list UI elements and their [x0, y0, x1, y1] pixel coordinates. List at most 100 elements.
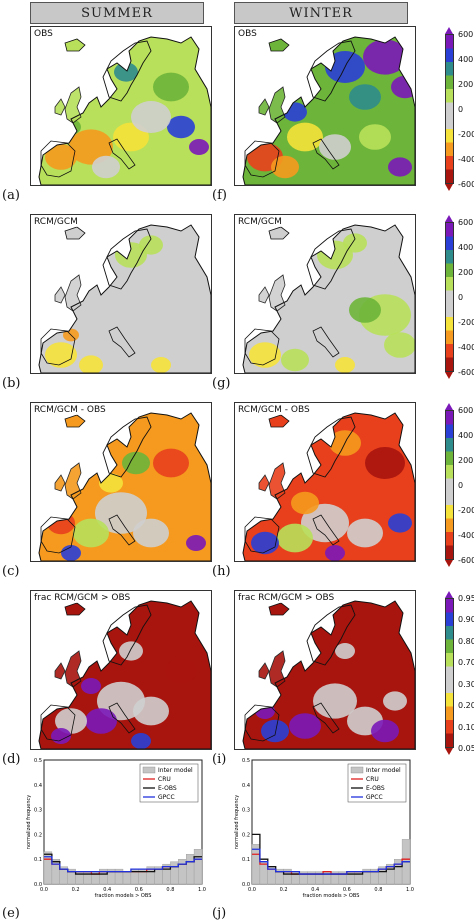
- legend-label: Inter model: [366, 767, 401, 774]
- colorbar-tick: 0.90: [458, 615, 474, 625]
- colorbar-tick: -200: [458, 318, 474, 327]
- colorbar-arrow-bottom: [445, 560, 453, 567]
- histogram-winter: 0.0 0.1 0.2 0.3 0.4 0.5 0.0 0.2 0.4 0.6 0.8 1.0 frac…: [232, 756, 414, 906]
- panel-label: (g): [212, 376, 231, 391]
- x-tick-label: 0.8: [374, 887, 382, 893]
- y-axis-label: normalized frequency: [26, 795, 32, 849]
- panel-label: (f): [212, 188, 227, 203]
- panel-label: (c): [2, 564, 20, 579]
- colorbar-tick: 0.05: [458, 744, 474, 753]
- panel-title: OBS: [238, 29, 257, 39]
- y-tick-label: 0.5: [34, 758, 42, 764]
- panel-label: (h): [212, 564, 231, 579]
- colorbar: [445, 410, 454, 560]
- histogram-bar: [51, 858, 60, 885]
- panel-label-e: (e): [2, 906, 20, 921]
- europe-map: [38, 412, 211, 561]
- colorbar-tick: 0.70: [458, 658, 474, 668]
- map-panel-winter-row4: frac RCM/GCM > OBS: [234, 590, 416, 750]
- colorbar-tick: 600: [458, 406, 474, 415]
- map-panel-winter-row2: RCM/GCM: [234, 214, 416, 374]
- colorbar-tick: 400: [458, 243, 474, 252]
- histogram-bar: [251, 844, 261, 885]
- panel-title: OBS: [34, 29, 53, 39]
- colorbar: [445, 222, 454, 372]
- colorbar-tick: 200: [458, 268, 474, 277]
- map-panel-summer-row3: RCM/GCM - OBS: [30, 402, 212, 562]
- legend-label: E-OBS: [366, 785, 385, 792]
- y-tick-label: 0.3: [242, 808, 250, 814]
- colorbar-arrow-top: [445, 591, 453, 598]
- colorbar-tick: 0: [458, 293, 464, 302]
- x-tick-label: 0.0: [40, 887, 48, 893]
- x-tick-label: 1.0: [406, 887, 414, 893]
- colorbar-tick: 0.80: [458, 636, 474, 646]
- x-tick-label: 0.4: [311, 887, 319, 893]
- histogram-bar: [178, 858, 187, 885]
- series-line-gpcc: [252, 848, 410, 875]
- map-panel-winter-row1: OBS: [234, 26, 416, 186]
- histogram-bar: [185, 854, 195, 885]
- panel-title: RCM/GCM - OBS: [238, 405, 310, 415]
- colorbar-arrow-top: [445, 215, 453, 222]
- panel-label: (a): [2, 188, 20, 203]
- y-tick-label: 0.4: [242, 783, 250, 789]
- colorbar-tick: 0.20: [458, 701, 474, 711]
- colorbar-tick: 200: [458, 80, 474, 89]
- y-tick-label: 0.1: [34, 857, 42, 863]
- histogram-svg: 0.0 0.1 0.2 0.3 0.4 0.5 0.0 0.2 0.4 0.6 0.8 1.0 frac…: [234, 758, 414, 899]
- y-tick-label: 0.5: [242, 758, 250, 764]
- x-tick-label: 0.2: [72, 887, 80, 893]
- colorbar-tick: -600: [458, 180, 474, 189]
- histogram-bar: [393, 858, 403, 885]
- y-tick-label: 0.2: [242, 832, 250, 838]
- colorbar-tick: -400: [458, 343, 474, 352]
- colorbar-tick: -600: [458, 556, 474, 565]
- europe-map: [38, 224, 211, 373]
- colorbar-tick: 0: [458, 481, 464, 490]
- histogram-bar: [193, 849, 203, 885]
- colorbar-tick: 0.95: [458, 594, 474, 603]
- colorbar-tick: 600: [458, 218, 474, 227]
- europe-map: [242, 600, 415, 749]
- x-tick-label: 0.8: [166, 887, 174, 893]
- legend-label: CRU: [158, 776, 171, 783]
- colorbar-tick: 400: [458, 55, 474, 64]
- legend-label: GPCC: [158, 794, 175, 801]
- europe-map: [242, 412, 415, 561]
- histogram-bar: [122, 871, 132, 885]
- x-tick-label: 0.0: [248, 887, 256, 893]
- x-axis-label: fraction models > OBS: [95, 893, 152, 899]
- colorbar-tick: 0.30: [458, 679, 474, 689]
- y-tick-label: 0.0: [242, 882, 250, 888]
- y-axis-label: normalized frequency: [234, 795, 240, 849]
- colorbar-tick: -600: [458, 368, 474, 377]
- x-tick-label: 0.6: [135, 887, 143, 893]
- legend-label: E-OBS: [158, 785, 177, 792]
- y-tick-label: 0.1: [242, 857, 250, 863]
- colorbar-tick: 600: [458, 30, 474, 39]
- x-tick-label: 0.2: [280, 887, 288, 893]
- colorbar-arrow-bottom: [445, 184, 453, 191]
- europe-map: [242, 36, 415, 185]
- panel-title: frac RCM/GCM > OBS: [34, 593, 131, 603]
- colorbar: [445, 598, 454, 748]
- colorbar-tick: -400: [458, 531, 474, 540]
- y-tick-label: 0.3: [34, 808, 42, 814]
- colorbar-tick: -200: [458, 130, 474, 139]
- histogram-bar: [170, 861, 179, 885]
- histogram-bar: [259, 861, 268, 885]
- legend-swatch: [142, 766, 156, 774]
- map-panel-winter-row3: RCM/GCM - OBS: [234, 402, 416, 562]
- map-panel-summer-row1: OBS: [30, 26, 212, 186]
- x-axis-label: fraction models > OBS: [303, 893, 360, 899]
- colorbar-tick: 0.10: [458, 722, 474, 732]
- legend-swatch: [350, 766, 364, 774]
- map-panel-summer-row4: frac RCM/GCM > OBS: [30, 590, 212, 750]
- europe-map: [38, 36, 211, 185]
- panel-title: RCM/GCM: [238, 217, 282, 227]
- x-tick-label: 0.6: [343, 887, 351, 893]
- winter-header: WINTER: [234, 2, 408, 24]
- histogram-svg: 0.0 0.1 0.2 0.3 0.4 0.5 0.0 0.2 0.4 0.6 0.8 1.0 frac…: [26, 758, 206, 899]
- colorbar-tick: 0: [458, 105, 464, 114]
